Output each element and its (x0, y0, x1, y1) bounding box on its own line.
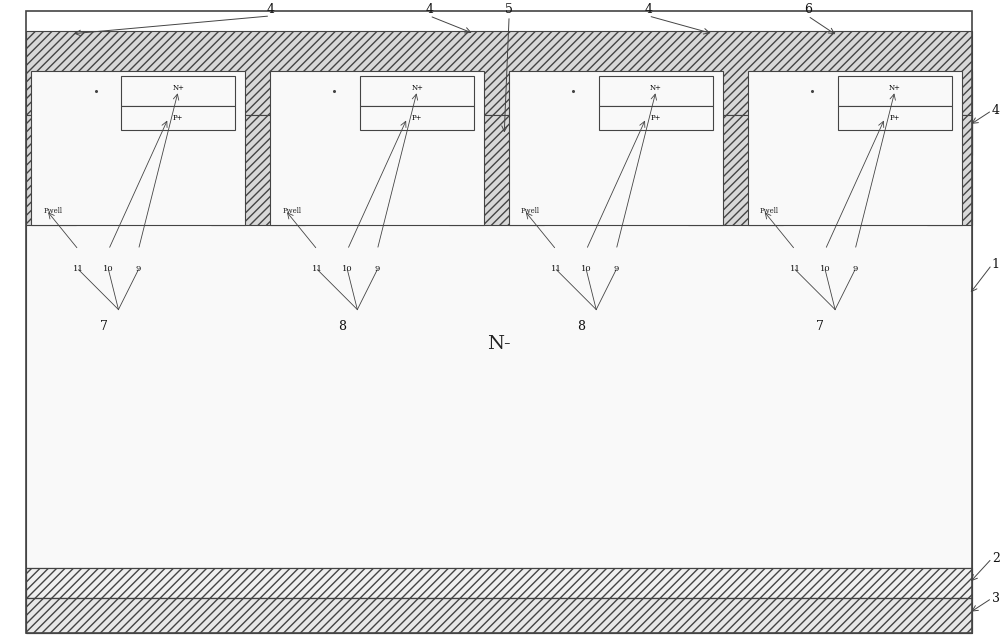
Bar (599, 105, 713, 131)
Bar (26, 568, 972, 598)
Bar (26, 31, 972, 116)
Bar (927, 116, 972, 225)
Bar (121, 76, 235, 105)
Bar (211, 116, 305, 225)
Bar (688, 116, 783, 225)
Text: 7: 7 (816, 320, 824, 332)
Text: 11: 11 (790, 265, 801, 273)
Text: 11: 11 (73, 265, 84, 273)
Bar (26, 116, 972, 155)
Text: P+: P+ (412, 114, 422, 122)
Bar (121, 105, 235, 131)
Text: 11: 11 (551, 265, 562, 273)
Text: 2: 2 (992, 552, 1000, 565)
Bar (31, 71, 245, 225)
Bar (838, 76, 952, 105)
Bar (360, 105, 474, 131)
Text: Pwell: Pwell (521, 207, 540, 215)
Text: 9: 9 (613, 265, 619, 273)
Text: 9: 9 (375, 265, 380, 273)
Text: N+: N+ (411, 84, 423, 91)
Text: 5: 5 (505, 3, 513, 16)
Text: 10: 10 (342, 265, 353, 273)
Text: 10: 10 (103, 265, 114, 273)
Text: 4: 4 (992, 104, 1000, 117)
Bar (838, 105, 952, 131)
Text: 11: 11 (312, 265, 323, 273)
Text: 9: 9 (136, 265, 141, 273)
Text: N+: N+ (172, 84, 184, 91)
Bar (26, 71, 972, 568)
Text: 1: 1 (992, 258, 1000, 271)
Text: P+: P+ (890, 114, 900, 122)
Text: 8: 8 (577, 320, 585, 332)
Text: N+: N+ (650, 84, 662, 91)
Text: Pwell: Pwell (760, 207, 779, 215)
Text: 3: 3 (992, 592, 1000, 604)
Bar (270, 71, 484, 225)
Bar (509, 71, 723, 225)
Text: 10: 10 (581, 265, 592, 273)
Text: 4: 4 (266, 3, 274, 16)
Text: P+: P+ (651, 114, 661, 122)
Text: 9: 9 (852, 265, 858, 273)
Text: N-: N- (487, 336, 511, 354)
Bar (599, 76, 713, 105)
Text: 10: 10 (820, 265, 830, 273)
Text: N+: N+ (889, 84, 901, 91)
Text: 4: 4 (426, 3, 434, 16)
Bar (360, 76, 474, 105)
Bar (26, 598, 972, 633)
Bar (26, 568, 972, 598)
Text: 8: 8 (338, 320, 346, 332)
Bar (26, 116, 76, 225)
Text: 4: 4 (644, 3, 652, 16)
Bar (748, 71, 962, 225)
Text: P+: P+ (173, 114, 184, 122)
Text: Pwell: Pwell (282, 207, 301, 215)
Bar (26, 598, 972, 633)
Text: 6: 6 (804, 3, 812, 16)
Bar (449, 116, 544, 225)
Text: Pwell: Pwell (43, 207, 62, 215)
Text: 7: 7 (100, 320, 107, 332)
